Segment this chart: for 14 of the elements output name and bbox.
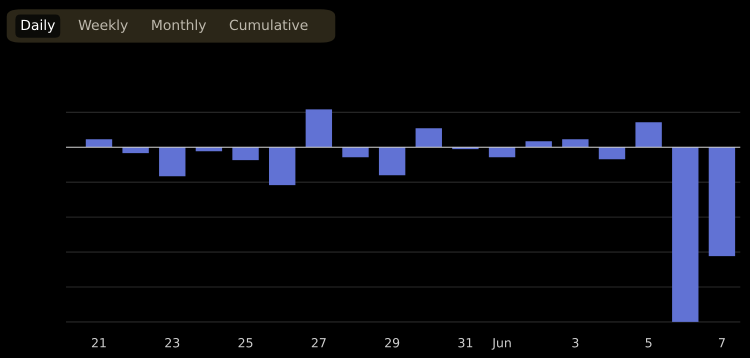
x-tick-label: 25 (238, 338, 252, 348)
text: Weekly (78, 19, 128, 33)
x-tick-label: 29 (385, 338, 400, 348)
x-tick-label: 23 (165, 338, 180, 348)
x-tick-label: 7 (718, 338, 725, 348)
x-tick-label: 3 (572, 338, 578, 348)
x-tick-label: 31 (458, 338, 472, 348)
x-tick-label: 21 (92, 338, 106, 348)
text: Daily (22, 19, 55, 33)
x-tick-label: Jun (492, 338, 511, 350)
text: Cumulative (230, 19, 308, 30)
x-tick-label: 5 (646, 338, 652, 348)
x-tick-label: 27 (312, 338, 326, 348)
text: Monthly (152, 19, 206, 33)
